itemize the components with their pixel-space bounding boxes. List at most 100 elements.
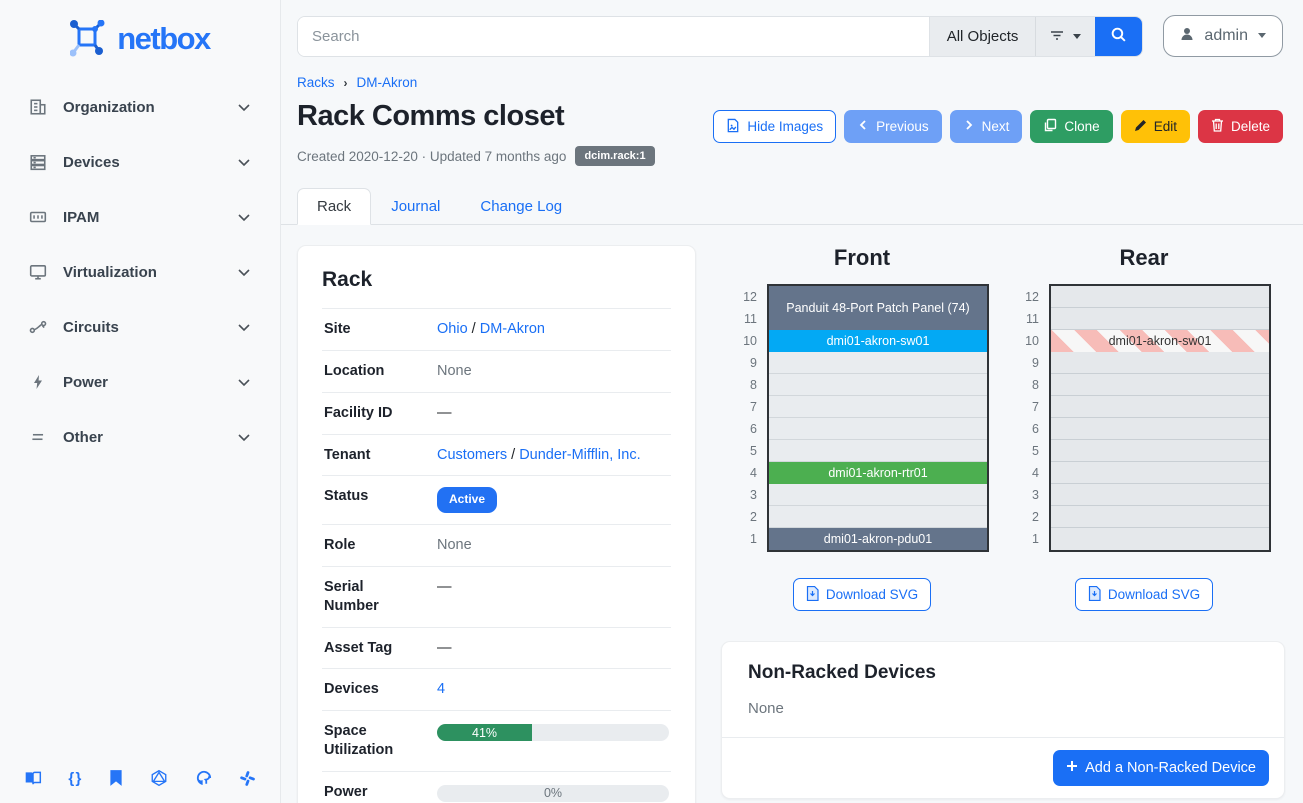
empty-rack-unit[interactable] [1051,352,1269,374]
code-braces-icon[interactable]: { } [68,769,82,787]
bookmark-icon[interactable] [108,769,124,787]
breadcrumb-dm-akron[interactable]: DM-Akron [356,75,418,90]
tab-rack[interactable]: Rack [297,188,372,225]
front-download-row: Download SVG [792,578,932,611]
tenant-link[interactable]: Dunder-Mifflin, Inc. [519,446,641,463]
breadcrumb-racks[interactable]: Racks [297,75,335,90]
empty-rack-unit[interactable] [769,418,987,440]
user-label: admin [1204,27,1248,44]
created-updated-text: Created 2020-12-20 · Updated 7 months ag… [297,148,567,164]
caret-down-icon [1072,29,1082,44]
info-row-role: Role None [322,523,671,566]
sidebar-item-label: Power [63,373,109,391]
rack-elevation-front: Front 12 11 10 9 8 7 6 5 4 3 2 1 Panduit 48-Port Pa… [735,245,989,611]
docs-book-icon[interactable] [24,769,42,787]
empty-rack-unit[interactable] [1051,308,1269,330]
empty-rack-unit[interactable] [1051,396,1269,418]
hide-images-button[interactable]: Hide Images [713,110,837,143]
empty-rack-unit[interactable] [769,484,987,506]
front-rack-frame: Panduit 48-Port Patch Panel (74) dmi01-ak… [767,284,989,552]
sidebar-item-label: IPAM [63,208,100,226]
unit-number: 9 [750,356,757,370]
empty-rack-unit[interactable] [769,352,987,374]
object-scope-button[interactable]: All Objects [928,16,1036,56]
empty-rack-unit[interactable] [1051,374,1269,396]
sidebar-item-circuits[interactable]: Circuits [14,308,266,346]
status-badge: Active [437,487,498,513]
row-label: Tenant [324,446,371,463]
row-label: Location [324,362,385,379]
row-value: Ohio / DM-Akron [419,320,669,339]
empty-rack-unit[interactable] [769,396,987,418]
rack-elevation-rear: Rear 12 11 10 9 8 7 6 5 4 3 2 1 dmi01-akron-sw01 Do… [1017,245,1271,611]
search-filter-button[interactable] [1035,16,1096,56]
bolt-icon [28,372,48,392]
sidebar-item-organization[interactable]: Organization [14,88,266,126]
rack-device[interactable]: dmi01-akron-rtr01 [769,462,987,484]
unit-number: 8 [750,378,757,392]
chevron-left-icon [857,119,869,134]
download-svg-button-rear[interactable]: Download SVG [1074,578,1214,611]
empty-rack-unit[interactable] [1051,286,1269,308]
empty-rack-unit[interactable] [769,440,987,462]
unit-number: 8 [1032,378,1039,392]
empty-rack-unit[interactable] [1051,484,1269,506]
delete-button[interactable]: Delete [1197,110,1283,143]
empty-rack-unit[interactable] [1051,506,1269,528]
rear-download-row: Download SVG [1074,578,1214,611]
tenant-group-link[interactable]: Customers [437,446,508,463]
object-id-badge: dcim.rack:1 [575,146,655,166]
sidebar-item-virtualization[interactable]: Virtualization [14,253,266,291]
sidebar-item-devices[interactable]: Devices [14,143,266,181]
unit-number: 11 [744,312,757,326]
user-menu-button[interactable]: admin [1163,15,1283,57]
empty-rack-unit[interactable] [769,374,987,396]
unit-number: 2 [750,510,757,524]
download-svg-button-front[interactable]: Download SVG [792,578,932,611]
left-column: Rack Site Ohio / DM-Akron Location None [297,245,696,803]
graphql-icon[interactable] [150,769,168,787]
github-icon[interactable] [195,769,213,787]
edit-button[interactable]: Edit [1120,110,1190,143]
row-label: Status [324,488,369,505]
slack-icon[interactable] [239,770,256,787]
info-row-status: Status Active [322,475,671,524]
front-unit-numbers: 12 11 10 9 8 7 6 5 4 3 2 1 [735,284,757,552]
rack-device[interactable]: dmi01-akron-sw01 [769,330,987,352]
sidebar-item-label: Virtualization [63,263,157,281]
devices-count-link[interactable]: 4 [437,681,446,698]
tab-change-log[interactable]: Change Log [480,198,563,215]
info-row-facility-id: Facility ID — [322,391,671,434]
search-submit-button[interactable] [1095,16,1143,56]
previous-button[interactable]: Previous [844,110,942,143]
row-value: 0% [419,783,669,802]
tab-journal[interactable]: Journal [391,198,441,215]
site-link[interactable]: DM-Akron [479,321,545,337]
empty-rack-unit[interactable] [1051,462,1269,484]
sidebar-item-power[interactable]: Power [14,363,266,401]
empty-rack-unit[interactable] [769,506,987,528]
sidebar-item-other[interactable]: Other [14,418,266,456]
unit-number: 5 [750,444,757,458]
search-input[interactable] [298,16,929,56]
empty-rack-unit[interactable] [1051,418,1269,440]
hide-images-label: Hide Images [747,119,824,134]
unit-number: 3 [1032,488,1039,502]
rack-device[interactable]: dmi01-akron-sw01 [1051,330,1269,352]
server-icon [28,152,48,172]
rack-device[interactable]: Panduit 48-Port Patch Panel (74) [769,286,987,330]
rack-device[interactable]: dmi01-akron-pdu01 [769,528,987,550]
sidebar-item-ipam[interactable]: IPAM [14,198,266,236]
unit-number: 1 [1032,532,1039,546]
lines-icon [28,427,48,447]
add-non-racked-device-button[interactable]: Add a Non-Racked Device [1053,750,1269,786]
row-value: 4 [419,680,669,699]
plus-icon [1066,760,1078,776]
next-button[interactable]: Next [949,110,1023,143]
netbox-logo[interactable]: netbox [0,8,280,88]
sidebar-item-label: Organization [63,98,155,116]
clone-button[interactable]: Clone [1030,110,1113,143]
site-group-link[interactable]: Ohio [437,321,468,337]
empty-rack-unit[interactable] [1051,440,1269,462]
empty-rack-unit[interactable] [1051,528,1269,550]
